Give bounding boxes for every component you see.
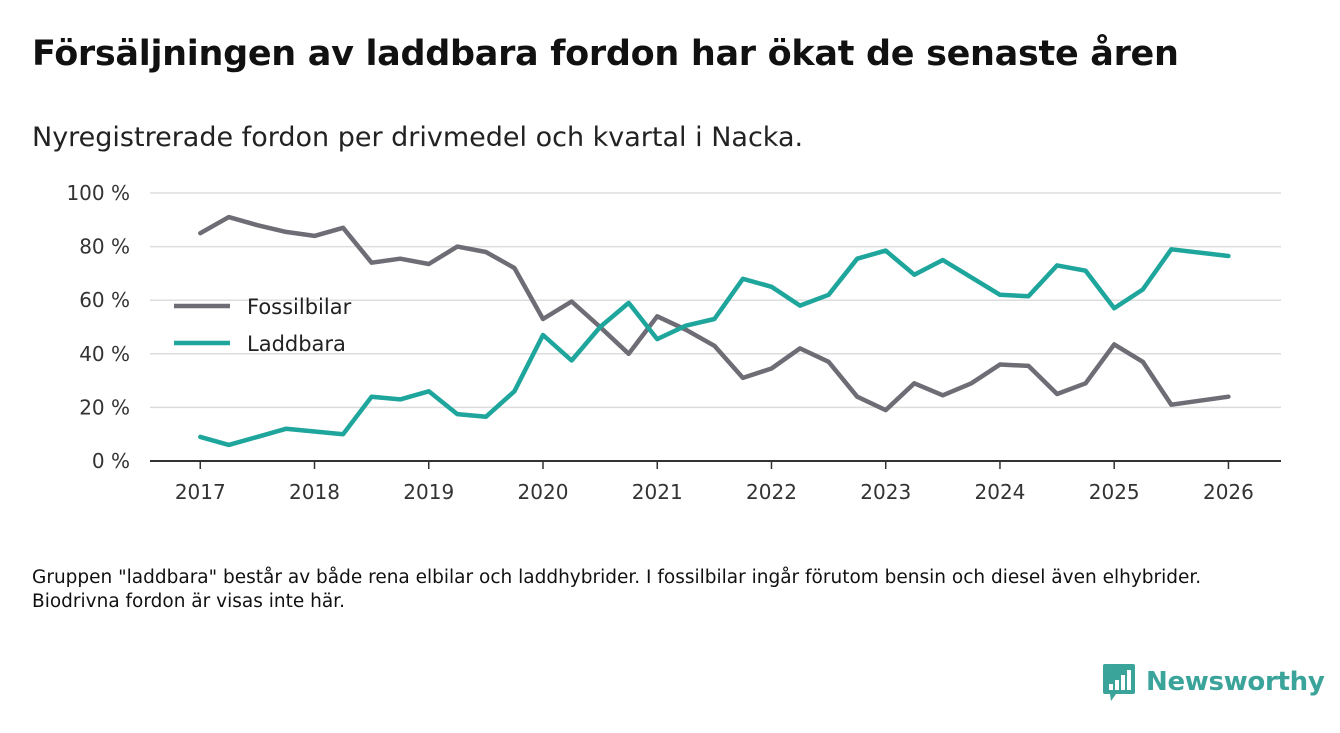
y-tick-label: 100 %: [66, 181, 130, 205]
y-tick-label: 40 %: [79, 342, 130, 366]
gridlines: [150, 192, 1281, 409]
y-tick-label: 80 %: [79, 235, 130, 259]
x-tick-label: 2020: [518, 480, 569, 504]
y-axis-ticks: 0 % 20 % 40 % 60 % 80 % 100 %: [66, 181, 130, 473]
x-tick-label: 2025: [1089, 480, 1140, 504]
series-line-fossilbilar: [198, 214, 1231, 413]
chart-subtitle: Nyregistrerade fordon per drivmedel och …: [32, 122, 804, 153]
brand-logo: Newsworthy: [1102, 662, 1325, 702]
line-chart: 0 % 20 % 40 % 60 % 80 % 100 % 2017 2018 2019 202…: [66, 181, 1281, 504]
x-tick-label: 2022: [746, 480, 797, 504]
brand-name: Newsworthy: [1146, 667, 1325, 697]
x-tick-label: 2019: [403, 480, 454, 504]
x-tick-label: 2017: [175, 480, 226, 504]
series-line-laddbara: [198, 247, 1231, 448]
x-tick-label: 2024: [975, 480, 1026, 504]
x-tick-label: 2018: [289, 480, 340, 504]
legend-label-fossilbilar: Fossilbilar: [247, 295, 352, 319]
y-tick-label: 0 %: [92, 449, 130, 473]
y-tick-label: 60 %: [79, 288, 130, 312]
x-tick-label: 2023: [860, 480, 911, 504]
legend: Fossilbilar Laddbara: [174, 295, 352, 356]
chart-title: Försäljningen av laddbara fordon har öka…: [32, 34, 1179, 74]
y-tick-label: 20 %: [79, 395, 130, 419]
x-axis-ticks: 2017 2018 2019 2020 2021 2022 2023 2024 2025 2026: [175, 461, 1254, 504]
newsworthy-logo-icon: [1103, 664, 1135, 701]
footnote: Gruppen "laddbara" består av både rena e…: [32, 567, 1202, 612]
x-tick-label: 2026: [1203, 480, 1254, 504]
series-lines: [198, 214, 1231, 448]
x-tick-label: 2021: [632, 480, 683, 504]
legend-label-laddbara: Laddbara: [247, 332, 346, 356]
